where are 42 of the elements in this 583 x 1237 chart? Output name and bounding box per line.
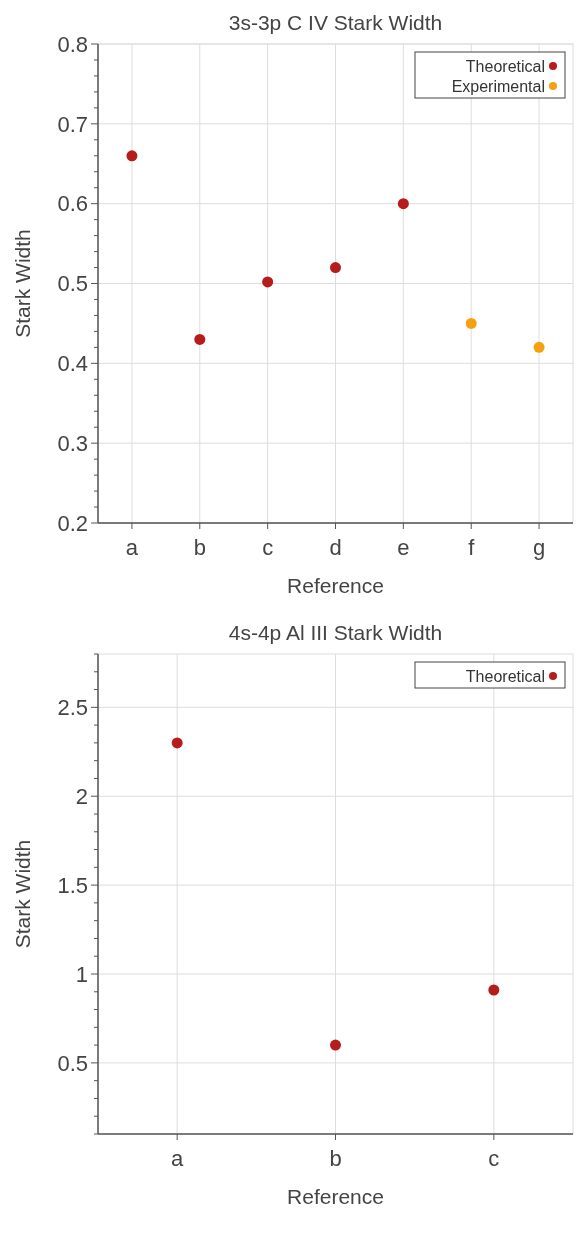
point bbox=[465, 317, 477, 329]
chart-title: 4s-4p Al III Stark Width bbox=[228, 621, 443, 644]
point bbox=[488, 984, 500, 996]
y-tick-label: 0.7 bbox=[57, 111, 88, 137]
legend: Theoretical bbox=[414, 661, 566, 689]
point bbox=[330, 1039, 341, 1051]
point bbox=[262, 276, 274, 288]
x-tick-label: a bbox=[171, 1146, 185, 1171]
x-tick-label: g bbox=[532, 535, 546, 560]
y-tick-label: 0.8 bbox=[57, 31, 88, 57]
chart-title: 3s-3p C IV Stark Width bbox=[228, 11, 443, 34]
y-tick-label: 0.5 bbox=[57, 1050, 88, 1076]
y-tick-label: 1 bbox=[75, 961, 88, 987]
x-tick-label: e bbox=[397, 535, 410, 560]
legend-label: Theoretical bbox=[465, 667, 545, 685]
point bbox=[171, 737, 183, 749]
y-tick-label: 0.5 bbox=[57, 271, 88, 297]
y-tick-label: 0.4 bbox=[57, 351, 88, 377]
x-tick-label: c bbox=[262, 535, 274, 560]
y-tick-label: 1.5 bbox=[57, 872, 88, 898]
y-axis-title: Stark Width bbox=[11, 839, 34, 949]
x-tick-label: d bbox=[329, 535, 342, 560]
x-axis-title: Reference bbox=[287, 1185, 384, 1208]
point bbox=[330, 262, 341, 274]
y-tick-label: 0.2 bbox=[57, 510, 88, 536]
point bbox=[533, 341, 545, 353]
y-tick-label: 2.5 bbox=[57, 695, 88, 721]
point bbox=[194, 333, 206, 345]
x-tick-label: a bbox=[125, 535, 139, 560]
y-tick-label: 0.6 bbox=[57, 191, 88, 217]
y-tick-label: 2 bbox=[75, 783, 88, 809]
point bbox=[397, 198, 409, 210]
x-tick-label: f bbox=[468, 535, 476, 560]
x-tick-label: b bbox=[193, 535, 206, 560]
legend-label: Experimental bbox=[451, 77, 545, 95]
legend-label: Theoretical bbox=[465, 57, 545, 75]
y-tick-label: 0.3 bbox=[57, 430, 88, 456]
x-axis-title: Reference bbox=[287, 574, 384, 597]
x-tick-label: c bbox=[488, 1146, 500, 1171]
x-tick-label: b bbox=[329, 1146, 342, 1171]
y-axis-title: Stark Width bbox=[11, 229, 34, 338]
point bbox=[126, 150, 138, 162]
